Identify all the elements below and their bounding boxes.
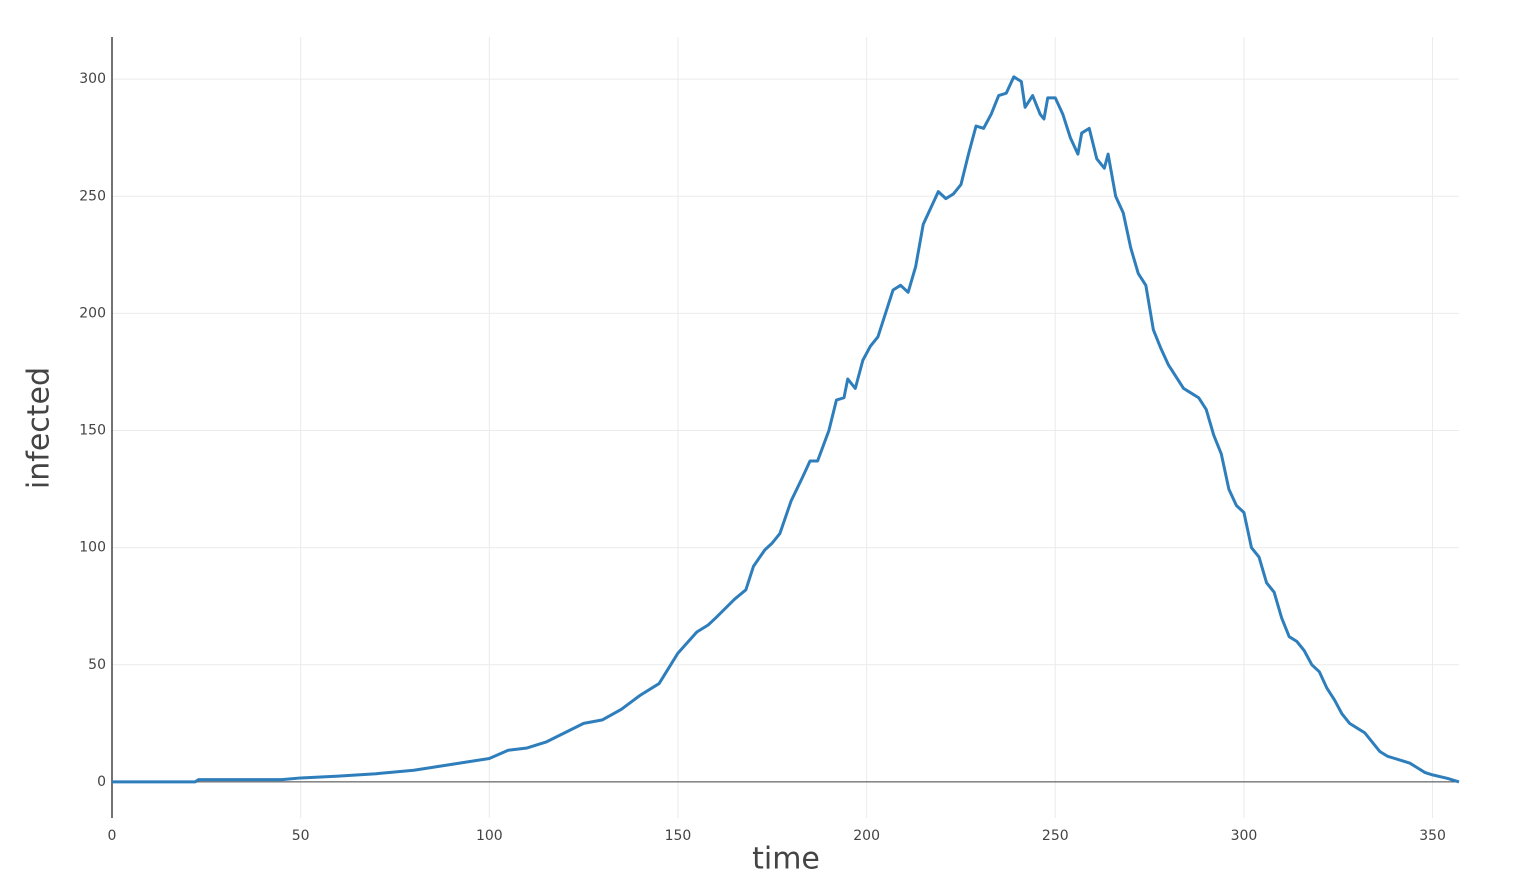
x-axis-title: time	[752, 842, 820, 877]
y-tick-label: 50	[88, 657, 106, 673]
y-tick-label: 200	[79, 305, 106, 321]
y-axis-title: infected	[22, 367, 57, 489]
x-tick-label: 200	[853, 828, 880, 844]
y-tick-label: 250	[79, 188, 106, 204]
y-tick-label: 100	[79, 540, 106, 556]
y-tick-label: 0	[97, 774, 106, 790]
x-tick-label: 150	[665, 828, 692, 844]
x-tick-label: 0	[108, 828, 117, 844]
x-tick-label: 300	[1231, 828, 1258, 844]
y-tick-label: 300	[79, 71, 106, 87]
data-line	[112, 75, 1460, 784]
x-tick-label: 350	[1419, 828, 1446, 844]
x-tick-label: 250	[1042, 828, 1069, 844]
y-tick-label: 150	[79, 423, 106, 439]
x-tick-label: 100	[476, 828, 503, 844]
x-tick-label: 50	[292, 828, 310, 844]
